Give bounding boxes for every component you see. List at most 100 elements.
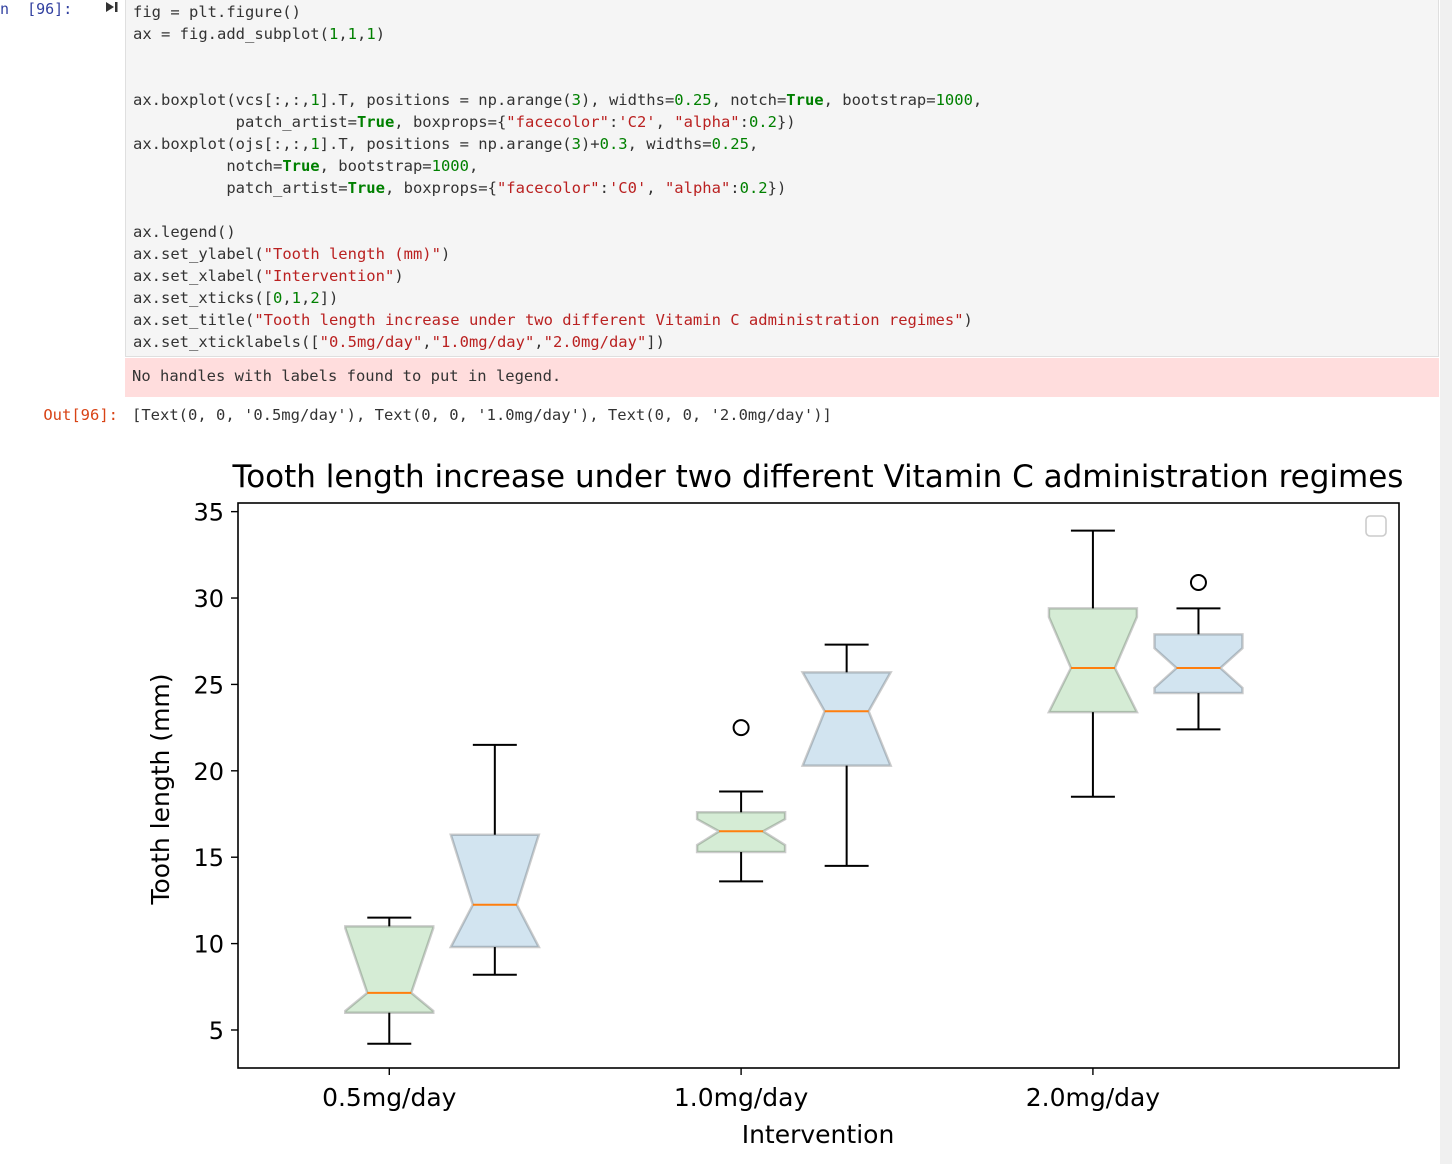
code-token: 1 bbox=[291, 289, 302, 307]
boxplot-figure: Tooth length increase under two differen… bbox=[146, 459, 1404, 1149]
code-token: "1.0mg/day" bbox=[431, 333, 535, 351]
notched-box bbox=[1153, 633, 1244, 695]
code-line[interactable]: ax.boxplot(vcs[:,:,1].T, positions = np.… bbox=[133, 89, 982, 111]
code-token: , bbox=[972, 91, 983, 109]
code-line[interactable]: ax.legend() bbox=[133, 221, 982, 243]
code-line[interactable]: fig = plt.figure() bbox=[133, 1, 982, 23]
code-cell-editor[interactable]: fig = plt.figure() ax = fig.add_subplot(1… bbox=[125, 0, 1439, 357]
code-token: ax.set_title( bbox=[133, 311, 255, 329]
code-line[interactable]: notch=True, bootstrap=1000, bbox=[133, 155, 982, 177]
code-token: 'C0' bbox=[608, 179, 647, 197]
y-tick-label: 5 bbox=[209, 1017, 224, 1045]
code-token: , notch= bbox=[711, 91, 787, 109]
notched-box bbox=[448, 833, 541, 949]
code-line[interactable]: patch_artist=True, boxprops={"facecolor"… bbox=[133, 177, 982, 199]
y-axis-label: Tooth length (mm) bbox=[146, 673, 175, 905]
x-tick-label: 1.0mg/day bbox=[674, 1083, 809, 1112]
code-token: "Intervention" bbox=[263, 267, 395, 285]
code-token: 1 bbox=[310, 91, 320, 109]
code-token: ) bbox=[394, 267, 404, 285]
chart-title: Tooth length increase under two differen… bbox=[232, 459, 1404, 495]
code-token: , bbox=[357, 25, 367, 43]
code-token: : bbox=[599, 179, 609, 197]
code-line[interactable]: ax.set_ylabel("Tooth length (mm)") bbox=[133, 243, 982, 265]
y-tick-label: 10 bbox=[193, 931, 224, 959]
code-token: True bbox=[282, 157, 320, 175]
code-token: 0.25 bbox=[711, 135, 749, 153]
code-token: ax = fig.add_subplot( bbox=[133, 25, 329, 43]
output-text: [Text(0, 0, '0.5mg/day'), Text(0, 0, '1.… bbox=[132, 406, 832, 424]
code-line[interactable]: ax.set_xticks([0,1,2]) bbox=[133, 287, 982, 309]
code-token: }) bbox=[776, 113, 796, 131]
code-token: 1 bbox=[310, 135, 320, 153]
code-token: 2 bbox=[310, 289, 320, 307]
code-token: "0.5mg/day" bbox=[319, 333, 423, 351]
code-token: ) bbox=[963, 311, 973, 329]
code-token: "facecolor" bbox=[506, 113, 609, 131]
code-token: "Tooth length increase under two differe… bbox=[254, 311, 964, 329]
code-line[interactable] bbox=[133, 67, 982, 89]
code-token: ]) bbox=[319, 289, 339, 307]
code-token: , widths= bbox=[627, 135, 712, 153]
code-token: , bootstrap= bbox=[823, 91, 936, 109]
y-tick-label: 15 bbox=[193, 844, 224, 872]
code-token: , bbox=[655, 113, 675, 131]
x-tick-label: 0.5mg/day bbox=[322, 1083, 457, 1112]
code-token: , bbox=[534, 333, 544, 351]
code-token: 0.2 bbox=[748, 113, 777, 131]
code-token: , bbox=[282, 289, 292, 307]
code-token: , bbox=[468, 157, 479, 175]
code-token: ax.boxplot(ojs[:,:, bbox=[133, 135, 311, 153]
code-token: , bbox=[646, 179, 665, 197]
code-token: ].T, positions = np.arange( bbox=[319, 91, 572, 109]
code-token: notch= bbox=[133, 157, 283, 175]
code-token: fig = plt.figure() bbox=[133, 3, 301, 21]
code-token: ), widths= bbox=[580, 91, 675, 109]
code-token: ax.legend() bbox=[133, 223, 236, 241]
code-token: , bbox=[748, 135, 759, 153]
code-token: 3 bbox=[571, 135, 581, 153]
code-token: 3 bbox=[571, 91, 581, 109]
code-token: ax.set_xticks([ bbox=[133, 289, 273, 307]
input-prompt: n [96]: bbox=[0, 0, 73, 18]
code-line[interactable]: ax.set_title("Tooth length increase unde… bbox=[133, 309, 982, 331]
code-token: 1 bbox=[328, 25, 339, 43]
code-line[interactable]: ax = fig.add_subplot(1,1,1) bbox=[133, 23, 982, 45]
code-line[interactable]: ax.set_xlabel("Intervention") bbox=[133, 265, 982, 287]
code-token: )+ bbox=[580, 135, 600, 153]
code-token: True bbox=[786, 91, 824, 109]
code-token: : bbox=[608, 113, 619, 131]
code-token: True bbox=[347, 179, 385, 197]
notched-box bbox=[344, 925, 435, 1014]
code-token: : bbox=[739, 113, 749, 131]
code-line[interactable]: ax.set_xticklabels(["0.5mg/day","1.0mg/d… bbox=[133, 331, 982, 353]
notched-box bbox=[1046, 607, 1139, 714]
code-line[interactable]: patch_artist=True, boxprops={"facecolor"… bbox=[133, 111, 982, 133]
code-token: 0 bbox=[272, 289, 283, 307]
run-cell-icon[interactable] bbox=[104, 0, 120, 16]
legend-box bbox=[1365, 515, 1387, 537]
code-line[interactable]: ax.boxplot(ojs[:,:,1].T, positions = np.… bbox=[133, 133, 982, 155]
code-source[interactable]: fig = plt.figure() ax = fig.add_subplot(1… bbox=[133, 1, 982, 353]
code-line[interactable] bbox=[133, 45, 982, 67]
notched-box bbox=[800, 671, 893, 767]
code-token: , bootstrap= bbox=[319, 157, 432, 175]
code-token: , bbox=[422, 333, 432, 351]
code-token: "alpha" bbox=[664, 179, 731, 197]
code-line[interactable] bbox=[133, 199, 982, 221]
y-tick-label: 25 bbox=[193, 671, 224, 699]
code-token: ].T, positions = np.arange( bbox=[319, 135, 572, 153]
code-token: True bbox=[356, 113, 395, 131]
code-token: 1 bbox=[347, 25, 357, 43]
code-token: "facecolor" bbox=[496, 179, 600, 197]
code-token: , boxprops={ bbox=[384, 179, 497, 197]
code-token: ax.set_xticklabels([ bbox=[133, 333, 320, 351]
y-tick-label: 30 bbox=[193, 585, 224, 613]
code-token: 0.3 bbox=[599, 135, 628, 153]
code-token: 0.25 bbox=[674, 91, 712, 109]
y-tick-label: 35 bbox=[193, 499, 224, 527]
scrollbar-track[interactable] bbox=[1440, 0, 1452, 1164]
outlier-point bbox=[732, 719, 750, 737]
code-token: "2.0mg/day" bbox=[543, 333, 647, 351]
code-token: , bbox=[338, 25, 348, 43]
